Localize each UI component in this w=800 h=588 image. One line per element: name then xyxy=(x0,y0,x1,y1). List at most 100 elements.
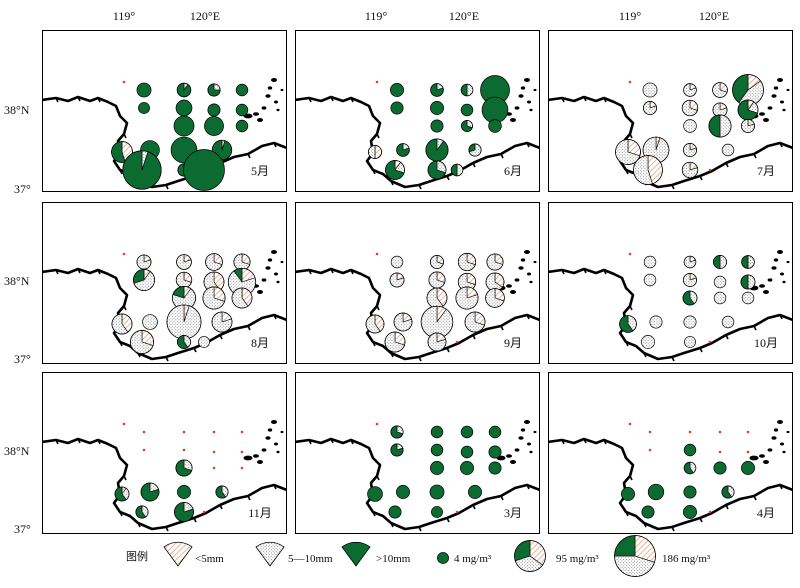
station-pie xyxy=(450,163,464,177)
station-pie xyxy=(683,315,697,329)
station-pie-large xyxy=(713,255,721,269)
station-pie-large xyxy=(683,443,697,457)
station-pie-outline xyxy=(393,312,413,332)
legend-circle-186-outline xyxy=(614,535,656,577)
map-body xyxy=(548,250,793,362)
station-pie-large xyxy=(647,483,665,501)
station-pie-medium xyxy=(466,83,474,97)
no-sample-marker xyxy=(212,430,216,434)
coast-tick xyxy=(725,334,729,340)
coast-tick xyxy=(472,334,476,340)
coast-tick xyxy=(621,447,625,453)
island xyxy=(777,420,783,424)
map-body xyxy=(42,78,287,191)
island xyxy=(749,455,759,461)
station-pie-outline xyxy=(682,290,698,306)
station-pie-outline xyxy=(619,315,637,333)
coast-tick xyxy=(372,341,376,347)
station-pie-large xyxy=(460,425,474,439)
no-sample-marker xyxy=(240,430,244,434)
station-pie xyxy=(486,253,504,271)
station-pie xyxy=(430,255,444,269)
station-pie xyxy=(140,482,160,502)
month-label: 9月 xyxy=(504,336,522,350)
station-pie xyxy=(488,461,502,475)
station-pie xyxy=(428,271,446,289)
station-pie xyxy=(683,485,697,499)
station-pie xyxy=(388,505,402,519)
island xyxy=(506,284,512,288)
coast-tick xyxy=(219,334,223,340)
station-pie-large xyxy=(207,103,221,117)
station-pie xyxy=(468,485,482,499)
coastline xyxy=(42,437,287,531)
station-pie xyxy=(713,255,727,269)
coast-tick xyxy=(123,475,127,481)
station-pie xyxy=(683,443,697,457)
station-pie-medium xyxy=(721,143,735,157)
island xyxy=(274,272,278,276)
island xyxy=(257,460,263,464)
coast-tick xyxy=(273,484,277,490)
island xyxy=(280,260,284,264)
station-pie xyxy=(114,486,130,502)
station-pie xyxy=(684,336,696,348)
station-pie xyxy=(721,485,735,499)
coastline xyxy=(42,95,287,189)
lat-label-37: 37° xyxy=(14,352,31,366)
island xyxy=(780,442,784,446)
no-sample-marker xyxy=(182,430,186,434)
station-pie xyxy=(207,83,221,97)
station-pie-small xyxy=(374,145,382,159)
island xyxy=(261,106,267,110)
coast-tick xyxy=(77,438,81,444)
station-pie-outline xyxy=(485,288,505,308)
station-pie-large xyxy=(468,485,482,499)
island xyxy=(763,460,769,464)
station-pie-large xyxy=(481,96,509,124)
coast-tick xyxy=(247,153,251,159)
panel-frame xyxy=(42,202,287,364)
month-label: 7月 xyxy=(757,164,775,178)
station-pie xyxy=(713,461,727,475)
station-pie xyxy=(142,314,158,330)
coast-tick xyxy=(671,356,675,362)
no-sample-marker xyxy=(375,252,379,256)
station-pie-outline xyxy=(396,143,410,157)
legend-label-95: 95 mg/m³ xyxy=(556,553,599,565)
station-pie xyxy=(177,485,191,499)
island xyxy=(520,428,526,432)
panel-frame xyxy=(295,30,540,192)
coast-tick xyxy=(725,504,729,510)
station-pie-outline xyxy=(683,273,697,287)
coastline xyxy=(42,267,287,361)
island xyxy=(771,436,777,440)
coast-tick xyxy=(625,169,629,175)
map-body xyxy=(548,420,793,532)
coast-tick xyxy=(583,268,587,274)
station-pie-large xyxy=(460,83,468,97)
coast-tick xyxy=(753,495,757,501)
station-pie-outline xyxy=(385,160,405,180)
station-pie xyxy=(460,83,474,97)
no-sample-marker xyxy=(746,430,750,434)
no-sample-marker xyxy=(122,422,126,426)
station-pie xyxy=(233,253,251,271)
coast-tick xyxy=(97,269,101,275)
island xyxy=(759,112,765,116)
legend-label-medium: 5—10mm xyxy=(288,553,333,565)
station-pie-large xyxy=(641,505,655,519)
station-pie xyxy=(682,290,698,306)
station-pie xyxy=(177,335,191,349)
station-pie xyxy=(198,336,210,348)
station-pie xyxy=(481,96,509,124)
station-pie xyxy=(175,99,193,117)
station-pie xyxy=(111,313,133,335)
island xyxy=(780,272,784,276)
coast-tick xyxy=(779,484,783,490)
station-pie-medium xyxy=(747,255,755,269)
map-panel: 5月 xyxy=(42,30,287,192)
no-sample-marker xyxy=(688,430,692,434)
island xyxy=(518,266,524,270)
island xyxy=(518,436,524,440)
